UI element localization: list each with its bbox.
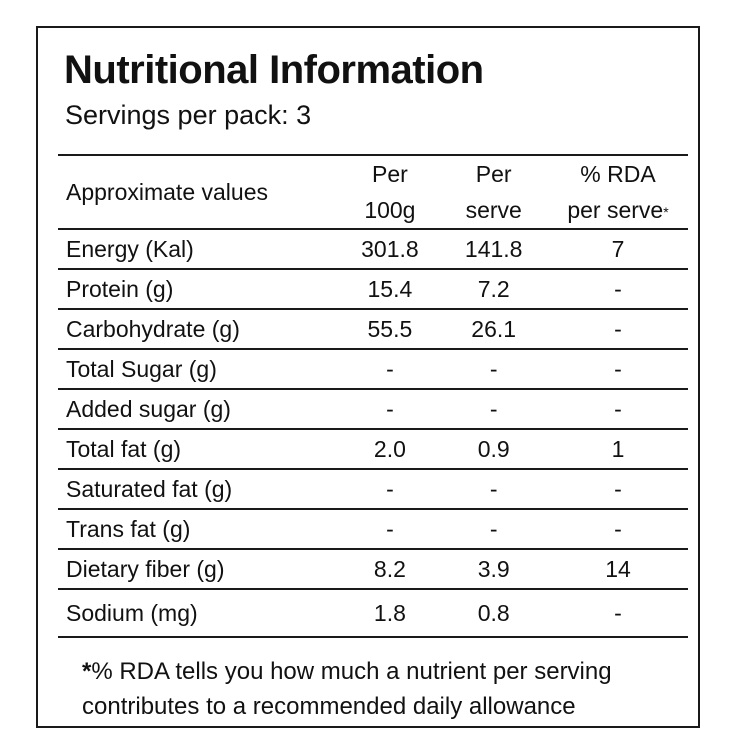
row-nutrient-name: Dietary fiber (g) — [58, 548, 341, 590]
row-nutrient-name: Sodium (mg) — [58, 588, 341, 638]
table-header-row: Approximate values Per 100g Per serve % … — [58, 154, 688, 230]
row-nutrient-name: Protein (g) — [58, 268, 341, 310]
row-per-serve: 141.8 — [439, 228, 549, 270]
footnote-line1: % RDA tells you how much a nutrient per … — [91, 658, 612, 685]
row-nutrient-name: Energy (Kal) — [58, 228, 341, 270]
row-rda: 7 — [548, 228, 688, 270]
row-per-serve: - — [439, 508, 549, 550]
row-nutrient-name: Added sugar (g) — [58, 388, 341, 430]
row-rda: 1 — [548, 428, 688, 470]
header-per-serve-line1: Per — [475, 161, 512, 187]
row-rda: - — [548, 508, 688, 550]
servings-per-pack: Servings per pack: 3 — [65, 100, 312, 130]
row-per-100g: 8.2 — [340, 548, 440, 590]
row-per-serve: - — [439, 388, 549, 430]
header-rda-line2: per serve — [567, 197, 664, 223]
table-row: Total Sugar (g) - - - — [58, 348, 688, 390]
nutrition-panel: Nutritional Information Servings per pac… — [36, 26, 700, 728]
row-per-serve: - — [439, 468, 549, 510]
row-per-100g: - — [340, 388, 440, 430]
table-row: Energy (Kal) 301.8 141.8 7 — [58, 228, 688, 270]
table-row: Carbohydrate (g) 55.5 26.1 - — [58, 308, 688, 350]
header-rda-line1: % RDA — [580, 161, 656, 187]
row-per-serve: 0.8 — [439, 588, 549, 638]
table-row: Saturated fat (g) - - - — [58, 468, 688, 510]
row-per-100g: 2.0 — [340, 428, 440, 470]
row-rda: - — [548, 588, 688, 638]
footnote-line2: contributes to a recommended daily allow… — [82, 693, 576, 720]
row-per-100g: 301.8 — [340, 228, 440, 270]
row-per-100g: - — [340, 508, 440, 550]
header-rda: % RDA per serve* — [548, 154, 688, 230]
row-per-serve: 26.1 — [439, 308, 549, 350]
row-rda: 14 — [548, 548, 688, 590]
row-nutrient-name: Total fat (g) — [58, 428, 341, 470]
footnote: *% RDA tells you how much a nutrient per… — [82, 654, 612, 724]
header-per-100g-line1: Per — [372, 161, 408, 187]
panel-title: Nutritional Information — [64, 48, 484, 92]
row-nutrient-name: Trans fat (g) — [58, 508, 341, 550]
table-row: Dietary fiber (g) 8.2 3.9 14 — [58, 548, 688, 590]
row-rda: - — [548, 388, 688, 430]
table-row: Trans fat (g) - - - — [58, 508, 688, 550]
row-per-100g: - — [340, 468, 440, 510]
header-rda-asterisk: * — [663, 204, 669, 220]
row-per-100g: - — [340, 348, 440, 390]
table-row: Total fat (g) 2.0 0.9 1 — [58, 428, 688, 470]
row-nutrient-name: Total Sugar (g) — [58, 348, 341, 390]
row-nutrient-name: Saturated fat (g) — [58, 468, 341, 510]
row-per-100g: 55.5 — [340, 308, 440, 350]
footnote-asterisk: * — [82, 658, 92, 685]
header-approx-values: Approximate values — [58, 154, 341, 230]
row-nutrient-name: Carbohydrate (g) — [58, 308, 341, 350]
header-per-serve-line2: serve — [465, 197, 522, 223]
header-per-serve: Per serve — [439, 154, 549, 230]
table-row: Protein (g) 15.4 7.2 - — [58, 268, 688, 310]
row-rda: - — [548, 308, 688, 350]
nutrition-table: Approximate values Per 100g Per serve % … — [58, 154, 688, 638]
row-per-serve: 3.9 — [439, 548, 549, 590]
row-per-serve: 7.2 — [439, 268, 549, 310]
header-per-100g: Per 100g — [340, 154, 440, 230]
row-per-serve: 0.9 — [439, 428, 549, 470]
row-rda: - — [548, 268, 688, 310]
row-rda: - — [548, 348, 688, 390]
row-per-100g: 1.8 — [340, 588, 440, 638]
row-rda: - — [548, 468, 688, 510]
row-per-100g: 15.4 — [340, 268, 440, 310]
header-per-100g-line2: 100g — [364, 197, 416, 223]
table-row: Sodium (mg) 1.8 0.8 - — [58, 588, 688, 638]
row-per-serve: - — [439, 348, 549, 390]
table-row: Added sugar (g) - - - — [58, 388, 688, 430]
